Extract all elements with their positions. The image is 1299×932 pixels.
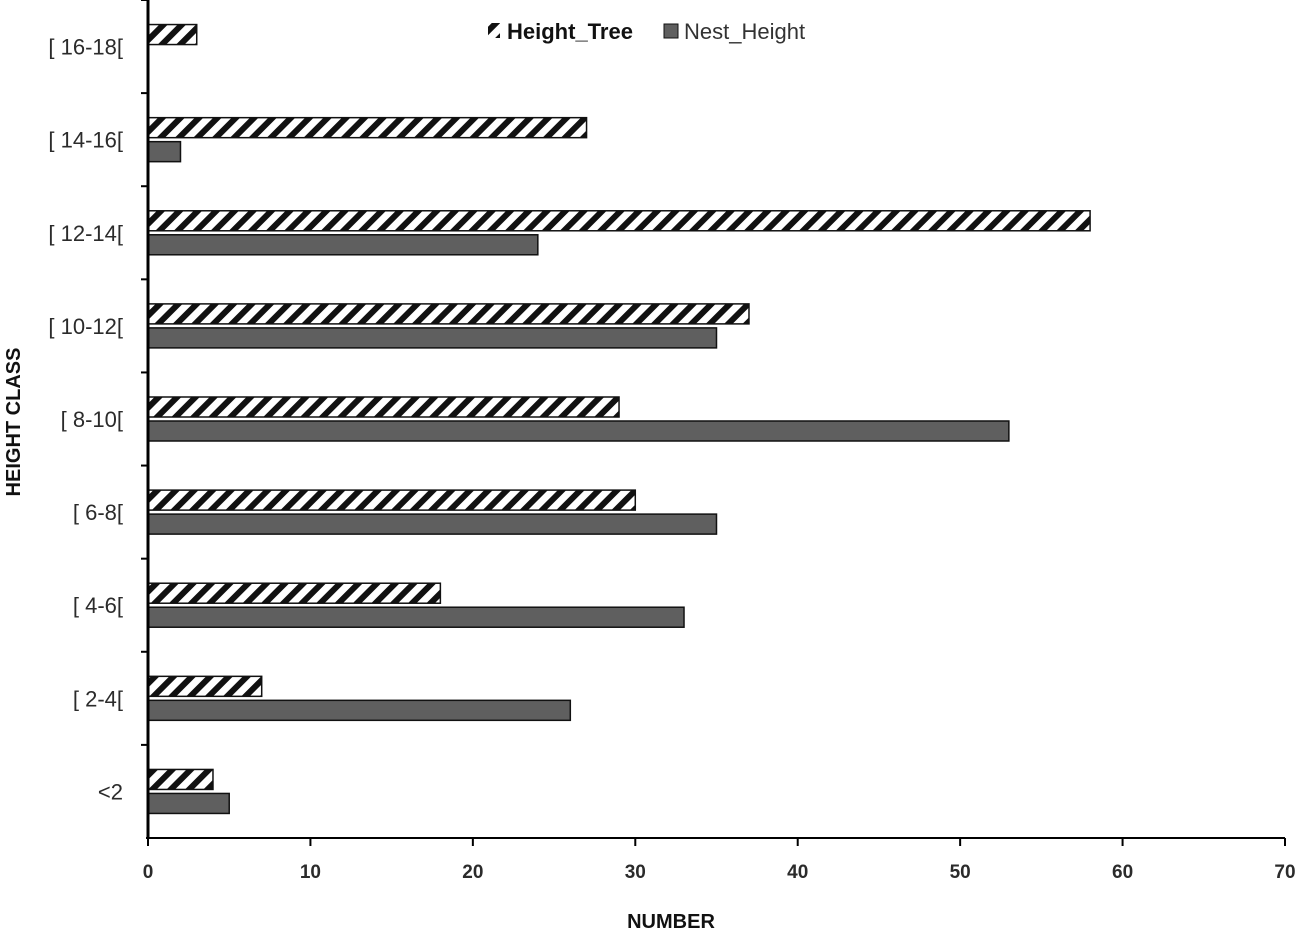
x-tick-label: 40: [787, 862, 808, 883]
y-tick-label: [ 12-14[: [48, 221, 123, 246]
bar-nest-height: [147, 327, 718, 349]
bar-height-tree: [147, 582, 442, 604]
x-axis-title: NUMBER: [627, 911, 715, 932]
y-axis-title: HEIGHT CLASS: [3, 348, 25, 497]
bar-height-tree: [147, 116, 588, 139]
x-ticks-group: 0 10 20 30 40 50 60 70: [143, 838, 1296, 883]
bar-nest-height: [147, 234, 539, 256]
y-tick-label: [ 10-12[: [48, 314, 123, 339]
y-tick-label: [ 4-6[: [73, 593, 123, 618]
bar-nest-height: [147, 420, 1010, 442]
bar-height-tree: [147, 768, 214, 791]
x-tick-label: 60: [1112, 862, 1133, 883]
legend: Height_Tree Nest_Height: [488, 19, 805, 44]
y-tick-label: [ 14-16[: [48, 128, 123, 153]
y-tick-label: [ 16-18[: [48, 35, 123, 60]
legend-label-nest-height: Nest_Height: [684, 19, 805, 44]
bar-height-tree: [147, 210, 1091, 232]
y-tick-label: [ 6-8[: [73, 500, 123, 525]
bar-nest-height: [147, 792, 230, 815]
bar-nest-height: [147, 606, 685, 628]
bar-nest-height: [147, 699, 572, 722]
x-tick-label: 30: [625, 862, 646, 883]
bar-nest-height: [147, 513, 718, 535]
bar-height-tree: [147, 396, 620, 418]
bar-nest-height: [147, 140, 182, 163]
bar-height-tree: [147, 303, 750, 325]
bar-height-tree: [147, 489, 637, 511]
bar-height-tree: [147, 675, 263, 698]
y-ticks-group: <2 [ 2-4[ [ 4-6[ [ 6-8[ [ 8-10[ [ 10-12[ [ 12-…: [48, 0, 148, 804]
legend-label-height-tree: Height_Tree: [507, 19, 633, 44]
x-tick-label: 20: [462, 862, 483, 883]
x-tick-label: 0: [143, 862, 154, 883]
bars-group: [147, 23, 1091, 815]
x-tick-label: 50: [950, 862, 971, 883]
x-tick-label: 10: [300, 862, 321, 883]
y-tick-label: [ 2-4[: [73, 686, 123, 711]
bar-height-tree: [147, 23, 198, 46]
x-tick-label: 70: [1274, 862, 1295, 883]
legend-swatch-height-tree: [488, 23, 500, 38]
legend-swatch-nest-height: [663, 23, 679, 39]
y-tick-label: [ 8-10[: [61, 407, 123, 432]
y-tick-label: <2: [98, 779, 123, 804]
